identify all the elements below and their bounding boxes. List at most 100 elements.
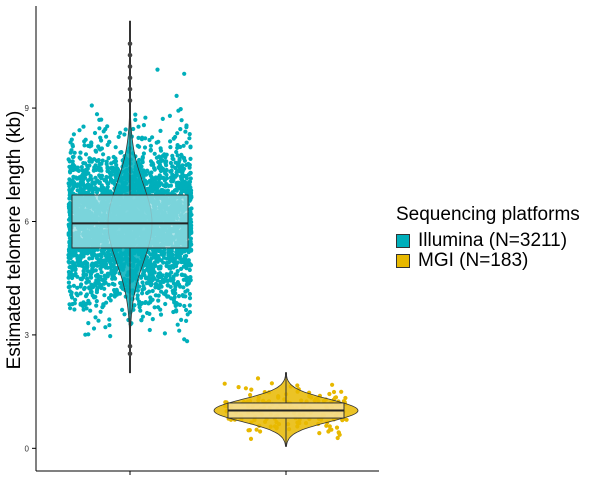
data-point	[94, 303, 99, 308]
outlier-point	[127, 52, 133, 58]
data-point	[157, 271, 163, 276]
data-point	[71, 154, 76, 159]
data-point	[70, 302, 75, 307]
data-point	[69, 148, 74, 153]
data-point	[84, 306, 89, 311]
data-point	[78, 150, 83, 155]
data-point	[147, 178, 152, 183]
data-point	[141, 175, 146, 180]
data-point	[164, 172, 169, 177]
data-point	[183, 129, 188, 134]
data-point	[71, 174, 76, 179]
data-point	[104, 179, 109, 184]
data-point	[67, 231, 72, 237]
data-point	[149, 282, 154, 287]
data-point	[79, 282, 84, 287]
data-point	[113, 170, 118, 175]
data-point	[175, 153, 180, 158]
legend-label-mgi: MGI (N=183)	[418, 250, 529, 271]
data-point	[70, 267, 75, 272]
data-point	[137, 144, 142, 149]
data-point	[85, 269, 90, 274]
data-point	[174, 93, 179, 98]
data-point	[135, 296, 140, 301]
data-point	[248, 436, 254, 441]
data-point	[94, 256, 100, 261]
legend-item-mgi: MGI (N=183)	[396, 250, 580, 271]
data-point	[184, 264, 189, 269]
data-point	[107, 317, 112, 322]
data-point	[79, 253, 84, 258]
data-point	[156, 180, 161, 185]
data-point	[163, 169, 168, 174]
data-point	[162, 152, 167, 157]
data-point	[67, 169, 73, 174]
data-point	[187, 296, 193, 301]
data-point	[99, 285, 104, 290]
data-point	[150, 288, 155, 294]
data-point	[180, 272, 185, 277]
data-point	[79, 260, 84, 266]
data-point	[182, 185, 187, 190]
data-point	[78, 276, 83, 281]
outlier-point	[127, 41, 133, 47]
data-point	[161, 291, 166, 296]
data-point	[187, 303, 192, 308]
data-point	[187, 136, 192, 141]
data-point	[111, 154, 116, 160]
data-point	[99, 270, 104, 275]
data-point	[157, 162, 162, 167]
data-point	[158, 146, 163, 151]
data-point	[155, 278, 160, 283]
data-point	[143, 300, 148, 305]
data-point	[83, 294, 89, 299]
data-point	[155, 274, 160, 279]
data-point	[115, 166, 120, 171]
data-point	[111, 159, 117, 165]
data-point	[184, 140, 189, 145]
data-point	[99, 117, 104, 122]
data-point	[179, 317, 184, 322]
data-point	[84, 280, 89, 285]
data-point	[116, 134, 121, 139]
data-point	[188, 195, 193, 200]
data-point	[99, 138, 104, 143]
data-point	[140, 291, 145, 296]
data-point	[174, 181, 179, 186]
data-point	[103, 261, 108, 266]
data-point	[113, 145, 118, 150]
data-point	[160, 188, 165, 193]
data-point	[131, 126, 136, 132]
data-point	[161, 260, 166, 265]
legend: Sequencing platforms Illumina (N=3211) M…	[396, 204, 580, 271]
data-point	[156, 177, 162, 182]
data-point	[175, 131, 180, 136]
data-point	[103, 325, 108, 330]
data-point	[135, 293, 140, 298]
data-point	[138, 308, 143, 313]
data-point	[66, 285, 71, 290]
data-point	[113, 174, 118, 179]
data-point	[152, 305, 157, 310]
data-point	[77, 128, 82, 133]
data-point	[154, 155, 159, 160]
jitter-points-layer	[66, 67, 349, 441]
data-point	[156, 298, 161, 303]
data-point	[148, 258, 153, 264]
data-point	[96, 158, 101, 163]
data-point	[141, 284, 146, 289]
data-point	[162, 247, 167, 252]
data-point	[100, 263, 105, 268]
data-point	[182, 303, 187, 309]
data-point	[166, 294, 171, 299]
data-point	[86, 143, 91, 148]
data-point	[188, 190, 194, 196]
data-point	[85, 276, 90, 281]
data-point	[167, 113, 172, 118]
legend-label-illumina: Illumina (N=3211)	[418, 230, 568, 251]
data-point	[148, 159, 154, 164]
data-point	[72, 307, 77, 312]
data-point	[79, 165, 84, 170]
data-point	[144, 181, 149, 186]
